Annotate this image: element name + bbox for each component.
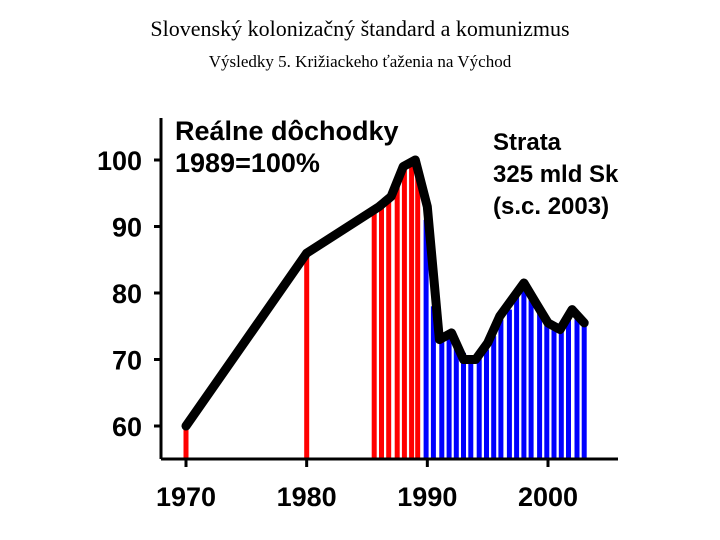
chart-title-line-1: 1989=100% bbox=[175, 148, 320, 178]
bar-20 bbox=[506, 309, 512, 459]
axes-group bbox=[159, 118, 618, 461]
x-tick-label-1990: 1990 bbox=[397, 482, 457, 512]
bar-25 bbox=[544, 320, 550, 459]
x-tick-label-1980: 1980 bbox=[277, 482, 337, 512]
bar-17 bbox=[484, 349, 489, 459]
bar-6 bbox=[401, 165, 407, 460]
x-tick-label-1970: 1970 bbox=[156, 482, 216, 512]
bar-15 bbox=[468, 359, 474, 459]
bar-30 bbox=[581, 322, 587, 459]
page-subtitle: Výsledky 5. Križiackeho ťaženia na Výcho… bbox=[208, 52, 512, 71]
annotation-line-2: (s.c. 2003) bbox=[493, 193, 609, 220]
y-tick-label-60: 60 bbox=[112, 412, 142, 442]
y-ticks-group: 60 70 80 90 100 bbox=[97, 146, 161, 442]
bar-19 bbox=[498, 319, 504, 459]
y-tick-label-70: 70 bbox=[112, 346, 142, 376]
series-line-group bbox=[181, 155, 589, 431]
bar-0 bbox=[183, 426, 189, 459]
bar-14 bbox=[461, 352, 466, 459]
bar-28 bbox=[566, 311, 571, 459]
bar-27 bbox=[558, 322, 564, 459]
bar-22 bbox=[521, 285, 527, 459]
bar-10 bbox=[430, 306, 436, 459]
bar-16 bbox=[476, 358, 482, 459]
bar-3 bbox=[379, 203, 384, 459]
bar-29 bbox=[574, 316, 580, 459]
series-line bbox=[181, 155, 589, 431]
bar-13 bbox=[453, 339, 459, 459]
y-tick-label-80: 80 bbox=[112, 279, 142, 309]
bar-18 bbox=[491, 336, 497, 459]
page-title: Slovenský kolonizačný štandard a komuniz… bbox=[150, 16, 570, 41]
bar-5 bbox=[394, 183, 400, 460]
chart-title-line-0: Reálne dôchodky bbox=[175, 116, 399, 146]
bar-4 bbox=[386, 198, 392, 459]
bar-2 bbox=[371, 206, 377, 459]
annotation-line-1: 325 mld Sk bbox=[493, 161, 619, 188]
x-ticks-group: 1970 1980 1990 2000 bbox=[156, 459, 578, 512]
bar-7 bbox=[409, 161, 415, 460]
bar-8 bbox=[415, 173, 421, 460]
bar-12 bbox=[446, 335, 452, 459]
bar-11 bbox=[439, 338, 445, 459]
y-tick-label-90: 90 bbox=[112, 213, 142, 243]
bar-1 bbox=[304, 253, 310, 459]
bar-21 bbox=[514, 296, 520, 459]
bars-group bbox=[183, 161, 587, 460]
y-tick-label-100: 100 bbox=[97, 146, 142, 176]
bar-9 bbox=[423, 219, 429, 459]
x-tick-label-2000: 2000 bbox=[518, 482, 578, 512]
annotation-group: Strata 325 mld Sk (s.c. 2003) bbox=[493, 129, 619, 220]
bar-23 bbox=[528, 296, 534, 459]
annotation-line-0: Strata bbox=[493, 129, 562, 156]
bar-26 bbox=[551, 326, 557, 460]
bar-24 bbox=[537, 309, 543, 459]
